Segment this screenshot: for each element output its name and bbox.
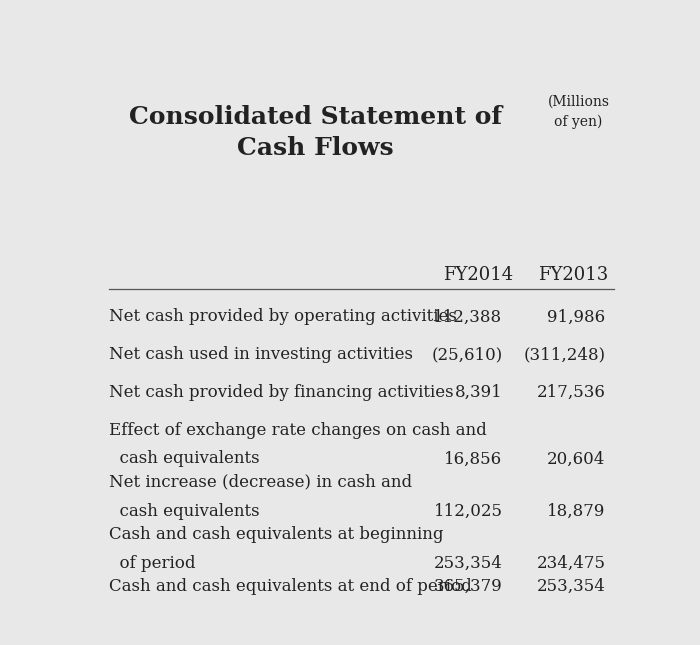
Text: 16,856: 16,856 xyxy=(444,450,503,468)
Text: cash equivalents: cash equivalents xyxy=(109,450,260,468)
Text: Net increase (decrease) in cash and: Net increase (decrease) in cash and xyxy=(109,473,412,491)
Text: of period: of period xyxy=(109,555,196,571)
Text: Cash and cash equivalents at beginning: Cash and cash equivalents at beginning xyxy=(109,526,444,543)
Text: Effect of exchange rate changes on cash and: Effect of exchange rate changes on cash … xyxy=(109,422,487,439)
Text: 217,536: 217,536 xyxy=(537,384,606,401)
Text: 20,604: 20,604 xyxy=(547,450,606,468)
Text: Net cash used in investing activities: Net cash used in investing activities xyxy=(109,346,413,363)
Text: 253,354: 253,354 xyxy=(433,555,503,571)
Text: cash equivalents: cash equivalents xyxy=(109,502,260,519)
Text: 112,388: 112,388 xyxy=(433,308,503,325)
Text: Consolidated Statement of
Cash Flows: Consolidated Statement of Cash Flows xyxy=(129,104,502,161)
Text: 91,986: 91,986 xyxy=(547,308,606,325)
Text: (Millions
of yen): (Millions of yen) xyxy=(547,95,610,129)
Text: 365,379: 365,379 xyxy=(434,578,503,595)
Text: 8,391: 8,391 xyxy=(455,384,503,401)
Text: 112,025: 112,025 xyxy=(433,502,503,519)
Text: (25,610): (25,610) xyxy=(431,346,503,363)
Text: Cash and cash equivalents at end of period: Cash and cash equivalents at end of peri… xyxy=(109,578,472,595)
Text: Net cash provided by financing activities: Net cash provided by financing activitie… xyxy=(109,384,454,401)
Text: FY2014: FY2014 xyxy=(443,266,513,284)
Text: Net cash provided by operating activities: Net cash provided by operating activitie… xyxy=(109,308,457,325)
Text: FY2013: FY2013 xyxy=(538,266,608,284)
Text: 18,879: 18,879 xyxy=(547,502,606,519)
Text: 234,475: 234,475 xyxy=(537,555,606,571)
Text: (311,248): (311,248) xyxy=(524,346,606,363)
Text: 253,354: 253,354 xyxy=(537,578,606,595)
